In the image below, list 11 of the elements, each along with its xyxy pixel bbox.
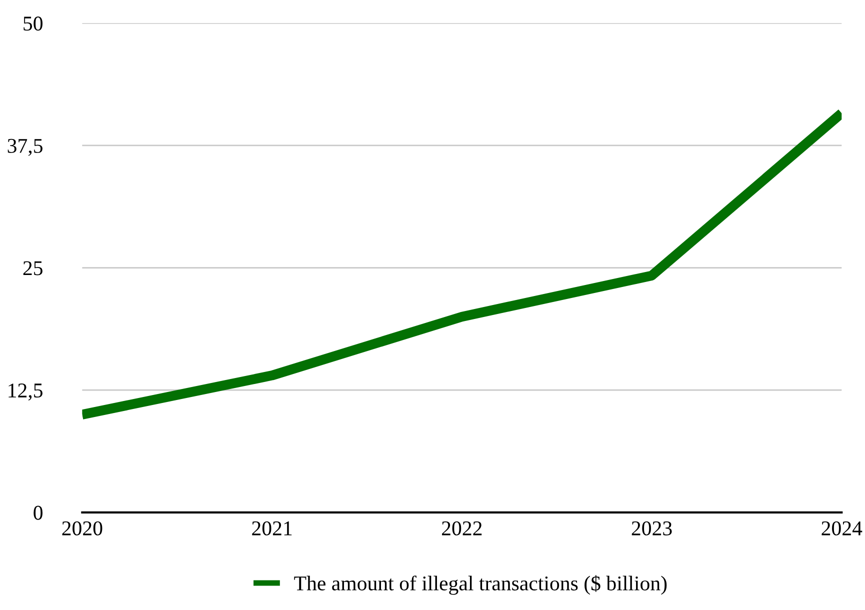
x-tick-label: 2020: [62, 521, 102, 536]
y-tick-label: 12,5: [8, 384, 42, 401]
x-tick-label: 2023: [632, 521, 672, 536]
y-tick-label: 25: [23, 261, 42, 276]
y-tick-label: 37,5: [8, 138, 42, 156]
x-tick-label: 2024: [822, 521, 862, 536]
y-tick-label: 50: [24, 16, 42, 31]
x-tick-label: 2021: [252, 521, 292, 536]
y-tick-label: 0: [34, 506, 42, 520]
x-tick-label: 2022: [442, 521, 482, 536]
legend-label: The amount of illegal transactions ($ billion): [294, 575, 667, 595]
